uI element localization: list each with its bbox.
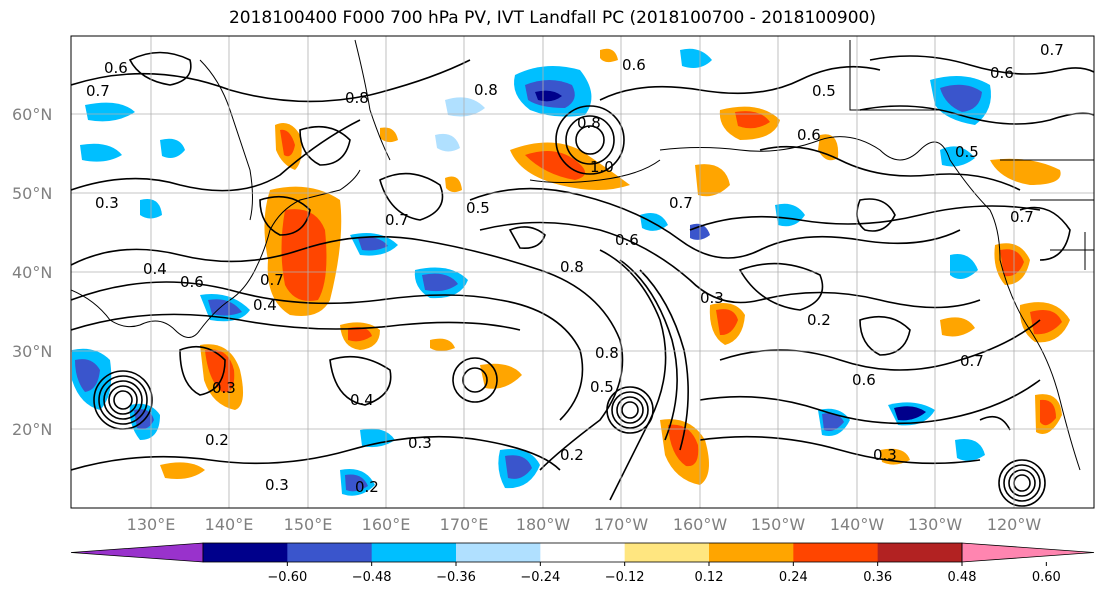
- graticule: [71, 36, 1094, 508]
- contour-label: 0.2: [807, 311, 831, 329]
- contour-label: 0.3: [212, 379, 236, 397]
- colorbar-segment: [371, 543, 457, 562]
- lat-label: 50°N: [12, 184, 52, 203]
- contour-label: 1.0: [590, 158, 614, 176]
- contour-label: 0.3: [700, 289, 724, 307]
- colorbar-tick-label: 0.24: [779, 570, 808, 585]
- lon-label: 120°W: [987, 515, 1042, 534]
- colorbar-tick-label: 0.60: [1032, 570, 1061, 585]
- contour-label: 0.3: [265, 476, 289, 494]
- contour-label: 0.5: [812, 82, 836, 100]
- longitude-labels: 130°E 140°E 150°E 160°E 170°E 180°W 170°…: [127, 515, 1042, 534]
- contour-label: 0.3: [873, 446, 897, 464]
- contour-label: 0.5: [590, 378, 614, 396]
- lat-label: 40°N: [12, 263, 52, 282]
- contour-label: 0.2: [205, 431, 229, 449]
- contour-label: 0.2: [355, 478, 379, 496]
- latitude-labels: 60°N 50°N 40°N 30°N 20°N: [12, 105, 52, 439]
- colorbar-segment: [709, 543, 794, 562]
- colorbar-extension-low: [70, 542, 204, 563]
- contour-label: 0.5: [466, 199, 490, 217]
- colorbar-segment: [456, 543, 541, 562]
- contour-label: 0.6: [104, 59, 128, 77]
- colorbar-tick-label: −0.12: [605, 570, 645, 585]
- lon-label: 130°E: [127, 515, 176, 534]
- lon-label: 160°W: [673, 515, 728, 534]
- lon-label: 160°E: [362, 515, 411, 534]
- contour-label: 0.8: [595, 344, 619, 362]
- lon-label: 140°W: [830, 515, 885, 534]
- contour-label: 0.2: [560, 446, 584, 464]
- contour-label: 0.6: [615, 231, 639, 249]
- contour-label: 0.4: [350, 391, 374, 409]
- lon-label: 180°W: [516, 515, 571, 534]
- contour-label: 0.7: [960, 352, 984, 370]
- lon-label: 140°E: [205, 515, 254, 534]
- colorbar-segment: [793, 543, 879, 562]
- contour-label: 0.3: [408, 434, 432, 452]
- contour-label: 0.3: [95, 194, 119, 212]
- colorbar-segment: [624, 543, 710, 562]
- contour-label: 0.8: [345, 89, 369, 107]
- contour-label: 0.4: [143, 260, 167, 278]
- contour-label: 0.6: [180, 273, 204, 291]
- colorbar-segment: [203, 543, 288, 562]
- colorbar-tick-label: 0.36: [863, 570, 892, 585]
- colorbar-extension-high: [961, 542, 1095, 563]
- contour-label: 0.7: [1010, 208, 1034, 226]
- map-title: 2018100400 F000 700 hPa PV, IVT Landfall…: [228, 8, 876, 28]
- lon-label: 170°W: [594, 515, 649, 534]
- lon-label: 170°E: [440, 515, 489, 534]
- contour-label: 0.5: [955, 143, 979, 161]
- lat-label: 60°N: [12, 105, 52, 124]
- colorbar-segment: [287, 543, 373, 562]
- lat-label: 30°N: [12, 342, 52, 361]
- colorbar: [70, 542, 1095, 563]
- contour-label: 0.8: [474, 81, 498, 99]
- colorbar-tick-label: −0.24: [520, 570, 560, 585]
- contour-label: 0.6: [852, 371, 876, 389]
- contour-label: 0.6: [797, 126, 821, 144]
- contour-label: 0.7: [260, 271, 284, 289]
- contour-label: 0.7: [1040, 41, 1064, 59]
- contour-label: 0.7: [669, 194, 693, 212]
- colorbar-outline: [202, 542, 963, 563]
- contour-label: 0.6: [990, 64, 1014, 82]
- colorbar-tick-label: −0.60: [267, 570, 307, 585]
- contour-label: 0.8: [577, 114, 601, 132]
- lon-label: 150°W: [751, 515, 806, 534]
- colorbar-tick-label: −0.36: [436, 570, 476, 585]
- lat-label: 20°N: [12, 420, 52, 439]
- contour-label: 0.7: [385, 211, 409, 229]
- colorbar-tick-label: 0.12: [695, 570, 724, 585]
- contour-label: 0.6: [622, 56, 646, 74]
- colorbar-tick-label: 0.48: [948, 570, 977, 585]
- colorbar-segment: [540, 543, 626, 562]
- contour-label: 0.8: [560, 258, 584, 276]
- map-frame: [70, 35, 1095, 509]
- lon-label: 130°W: [908, 515, 963, 534]
- contour-label: 0.4: [253, 296, 277, 314]
- contour-label: 0.7: [86, 82, 110, 100]
- colorbar-tick-labels: −0.60 −0.48 −0.36 −0.24 −0.12 0.12 0.24 0.36 0.4…: [267, 562, 1061, 585]
- colorbar-tick-label: −0.48: [352, 570, 392, 585]
- lon-label: 150°E: [284, 515, 333, 534]
- contour-labels: 0.6 0.7 0.8 0.6 0.5 0.8 0.6 0.5 0.8 0.6 …: [86, 41, 1064, 496]
- colorbar-segment: [877, 543, 963, 562]
